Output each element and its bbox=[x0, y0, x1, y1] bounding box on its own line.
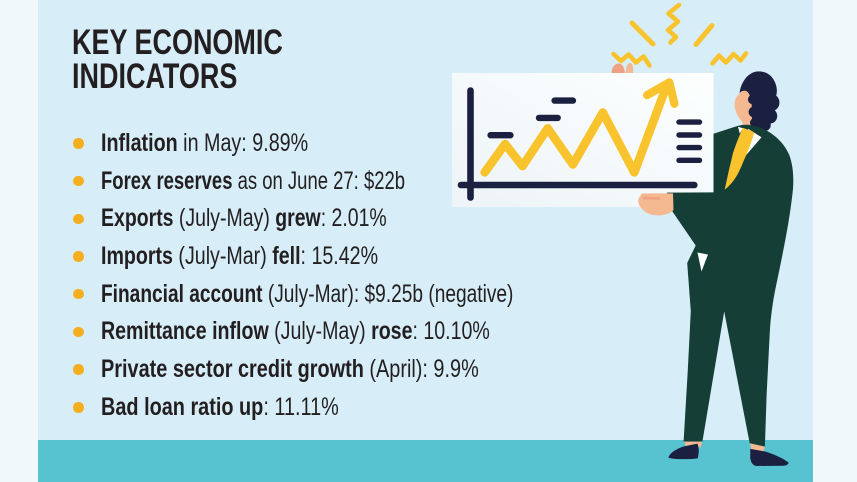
bullet-icon bbox=[73, 288, 84, 300]
indicator-item: Inflation in May: 9.89% bbox=[73, 125, 640, 163]
spark-ray-right-icon bbox=[693, 23, 715, 47]
bullet-icon bbox=[73, 175, 84, 187]
title-line-2: INDICATORS bbox=[72, 56, 238, 97]
whiteboard-chart-icon bbox=[457, 78, 703, 201]
bullet-icon bbox=[73, 364, 84, 375]
bullet-icon bbox=[73, 251, 84, 262]
indicator-text: Exports (July-May) grew: 2.01% bbox=[101, 204, 388, 233]
indicator-text: Inflation in May: 9.89% bbox=[101, 128, 309, 157]
hair-curl bbox=[748, 106, 760, 118]
indicator-item: Bad loan ratio up: 11.11% bbox=[73, 388, 640, 426]
shirt-collar-left bbox=[738, 126, 743, 134]
hand-bottom bbox=[638, 193, 674, 216]
indicator-item: Exports (July-May) grew: 2.01% bbox=[73, 200, 640, 238]
indicator-list: Inflation in May: 9.89% Forex reserves as… bbox=[73, 125, 640, 427]
hair-curl bbox=[747, 94, 758, 105]
shoe-left bbox=[668, 443, 699, 460]
spark-zigzag-center-icon bbox=[665, 2, 682, 45]
bullet-icon bbox=[73, 213, 84, 225]
hair-shape bbox=[739, 71, 780, 133]
hair-curl bbox=[750, 118, 760, 128]
pocket-vent bbox=[697, 252, 708, 272]
bullet-icon bbox=[73, 326, 84, 338]
shoe-right bbox=[750, 448, 789, 466]
indicator-text: Private sector credit growth (April): 9.… bbox=[101, 355, 480, 384]
zigzag-trend-line bbox=[480, 78, 679, 177]
hand-fingertips bbox=[611, 62, 634, 73]
suit bbox=[666, 124, 794, 447]
bullet-icon bbox=[73, 402, 84, 413]
indicator-item: Forex reserves as on June 27: $22b bbox=[73, 162, 640, 200]
spark-ray-left-icon bbox=[629, 20, 656, 47]
indicator-item: Private sector credit growth (April): 9.… bbox=[73, 351, 640, 389]
page-title: KEY ECONOMIC INDICATORS bbox=[72, 21, 283, 97]
arrow-head bbox=[642, 78, 679, 108]
hair bbox=[739, 71, 780, 133]
indicator-text: Bad loan ratio up: 11.11% bbox=[101, 392, 340, 421]
fingertip-left bbox=[611, 63, 625, 73]
indicator-item: Remittance inflow (July-May) rose: 10.10… bbox=[73, 313, 640, 351]
indicator-text: Imports (July-Mar) fell: 15.42% bbox=[101, 242, 379, 270]
man-figure bbox=[638, 71, 794, 466]
indicator-item: Imports (July-Mar) fell: 15.42% bbox=[73, 238, 640, 276]
tie bbox=[724, 127, 755, 190]
indicator-text: Remittance inflow (July-May) rose: 10.10… bbox=[101, 317, 491, 346]
indicator-item: Financial account (July-Mar): $9.25b (ne… bbox=[73, 275, 640, 313]
ankle-right bbox=[750, 443, 765, 452]
fingertip-right bbox=[625, 62, 634, 73]
indicator-text: Financial account (July-Mar): $9.25b (ne… bbox=[101, 279, 514, 308]
bullet-icon bbox=[73, 138, 84, 149]
title-line-1: KEY ECONOMIC bbox=[72, 21, 283, 62]
spark-zigzag-left-icon bbox=[611, 51, 652, 68]
finger-crease bbox=[642, 196, 661, 200]
indicator-text: Forex reserves as on June 27: $22b bbox=[101, 166, 406, 195]
spark-zigzag-right-icon bbox=[710, 51, 749, 66]
sparkle-burst-icon bbox=[611, 2, 749, 68]
